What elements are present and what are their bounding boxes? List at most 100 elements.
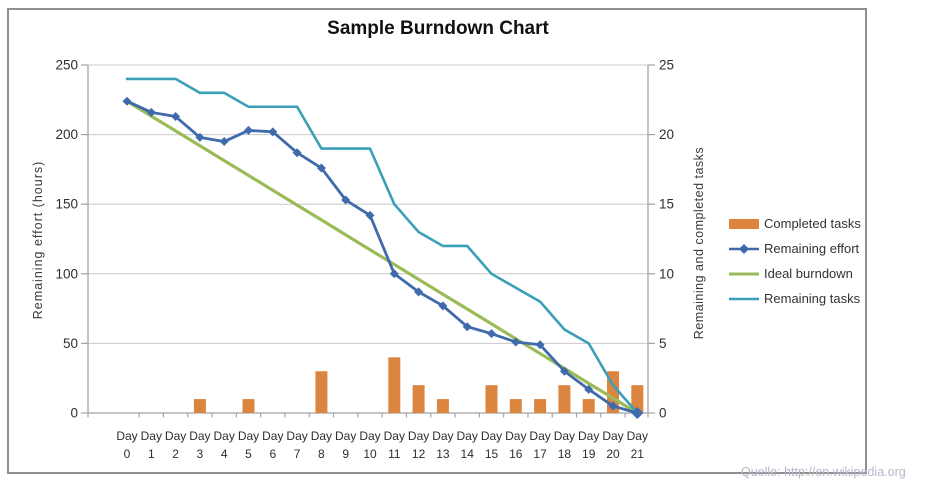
marker-diamond bbox=[487, 329, 496, 339]
x-tick-label: 18 bbox=[558, 447, 572, 461]
marker-diamond bbox=[535, 340, 545, 350]
x-tick-label: 21 bbox=[631, 447, 645, 461]
x-tick-label: Day bbox=[189, 429, 210, 443]
legend-item-completed-tasks: Completed tasks bbox=[729, 211, 861, 236]
chart-title: Sample Burndown Chart bbox=[327, 18, 549, 39]
x-tick-label: Day bbox=[311, 429, 332, 443]
x-tick-label: 1 bbox=[148, 447, 155, 461]
x-tick-label: Day bbox=[578, 429, 599, 443]
x-tick-label: Day bbox=[384, 429, 405, 443]
y-tick-label-right: 25 bbox=[659, 58, 674, 73]
legend-swatch-line-icon bbox=[729, 293, 760, 305]
line-ideal-burndown bbox=[125, 99, 639, 415]
line-remaining-effort bbox=[125, 99, 639, 415]
marker-diamond bbox=[292, 148, 302, 158]
y-tick-label-right: 20 bbox=[659, 127, 674, 142]
x-tick-label: 15 bbox=[485, 447, 499, 461]
marker-diamond bbox=[219, 137, 229, 147]
y-tick-label-left: 250 bbox=[55, 58, 78, 73]
legend-label: Remaining effort bbox=[764, 241, 860, 256]
x-tick-label: Day bbox=[359, 429, 380, 443]
x-tick-label: 0 bbox=[124, 447, 131, 461]
legend-label: Remaining tasks bbox=[764, 291, 861, 306]
marker-diamond bbox=[171, 112, 181, 122]
x-tick-label: Day bbox=[141, 429, 162, 443]
marker-diamond bbox=[316, 163, 326, 173]
x-tick-label: Day bbox=[214, 429, 235, 443]
bar-completed-tasks bbox=[485, 385, 498, 413]
x-tick-label: 12 bbox=[412, 447, 426, 461]
x-tick-label: 2 bbox=[172, 447, 179, 461]
marker-diamond bbox=[268, 127, 278, 137]
bar-completed-tasks bbox=[388, 357, 401, 413]
marker-diamond bbox=[146, 107, 156, 117]
legend-item-remaining-effort: Remaining effort bbox=[729, 236, 861, 261]
bar-completed-tasks bbox=[242, 399, 255, 413]
marker-diamond bbox=[195, 132, 205, 142]
bar-completed-tasks bbox=[436, 399, 449, 413]
y-tick-label-left: 200 bbox=[55, 127, 78, 142]
x-tick-label: 16 bbox=[509, 447, 523, 461]
marker-diamond bbox=[511, 337, 521, 347]
x-tick-label: Day bbox=[286, 429, 307, 443]
x-tick-label: 10 bbox=[363, 447, 377, 461]
y-tick-label-left: 100 bbox=[55, 266, 78, 281]
y-tick-label-left: 0 bbox=[70, 406, 78, 421]
marker-diamond bbox=[559, 366, 569, 376]
bar-completed-tasks bbox=[509, 399, 522, 413]
x-tick-label: Day bbox=[505, 429, 526, 443]
y-tick-label-right: 15 bbox=[659, 197, 674, 212]
x-tick-label: Day bbox=[408, 429, 429, 443]
x-tick-label: 17 bbox=[533, 447, 547, 461]
y-tick-label-right: 0 bbox=[659, 406, 667, 421]
x-tick-label: 11 bbox=[388, 447, 401, 461]
x-tick-label: 19 bbox=[582, 447, 596, 461]
x-tick-label: Day bbox=[481, 429, 502, 443]
y-tick-label-left: 150 bbox=[55, 197, 78, 212]
watermark-source: Quelle: http://en.wikipedia.org bbox=[741, 465, 906, 479]
x-tick-label: Day bbox=[262, 429, 283, 443]
legend-label: Ideal burndown bbox=[764, 266, 853, 281]
x-tick-label: Day bbox=[165, 429, 186, 443]
x-tick-label: Day bbox=[116, 429, 137, 443]
bar-completed-tasks bbox=[558, 385, 571, 413]
x-tick-label: Day bbox=[432, 429, 453, 443]
legend-item-ideal-burndown: Ideal burndown bbox=[729, 261, 861, 286]
y-tick-label-left: 50 bbox=[63, 336, 78, 351]
marker-diamond bbox=[122, 96, 132, 106]
bar-completed-tasks bbox=[412, 385, 425, 413]
x-tick-label: 14 bbox=[461, 447, 475, 461]
bar-completed-tasks bbox=[193, 399, 206, 413]
x-tick-label: 3 bbox=[197, 447, 204, 461]
y-tick-label-right: 10 bbox=[659, 266, 674, 281]
x-tick-label: Day bbox=[335, 429, 356, 443]
legend: Completed tasks Remaining effort Ideal bur… bbox=[729, 211, 861, 311]
legend-swatch-line-diamond-icon bbox=[729, 243, 760, 255]
marker-diamond bbox=[631, 407, 644, 419]
y-tick-label-right: 5 bbox=[659, 336, 667, 351]
marker-diamond bbox=[389, 269, 399, 279]
x-tick-label: Day bbox=[627, 429, 648, 443]
x-tick-label: Day bbox=[554, 429, 575, 443]
x-tick-label: 20 bbox=[606, 447, 620, 461]
x-tick-label: Day bbox=[602, 429, 623, 443]
bar-completed-tasks bbox=[315, 371, 328, 413]
x-tick-label: 4 bbox=[221, 447, 228, 461]
x-tick-label: 9 bbox=[342, 447, 349, 461]
marker-diamond bbox=[341, 195, 351, 205]
x-tick-label: 7 bbox=[294, 447, 301, 461]
bar-completed-tasks bbox=[534, 399, 547, 413]
marker-diamond bbox=[414, 287, 424, 297]
chart-frame bbox=[7, 8, 867, 474]
marker-diamond bbox=[608, 401, 618, 411]
bar-completed-tasks bbox=[582, 399, 595, 413]
x-tick-label: 5 bbox=[245, 447, 252, 461]
marker-diamond bbox=[584, 384, 594, 394]
x-tick-label: Day bbox=[529, 429, 550, 443]
x-tick-label: Day bbox=[457, 429, 478, 443]
line-remaining-tasks bbox=[125, 77, 639, 415]
legend-swatch-bar-icon bbox=[729, 218, 760, 230]
x-tick-label: 6 bbox=[269, 447, 276, 461]
